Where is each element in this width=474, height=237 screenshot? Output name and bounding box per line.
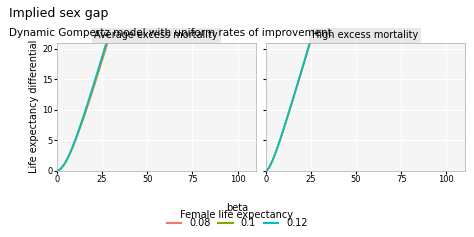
Text: Dynamic Gompertz model with uniform rates of improvement: Dynamic Gompertz model with uniform rate…: [9, 28, 332, 38]
Legend: 0.08, 0.1, 0.12: 0.08, 0.1, 0.12: [163, 200, 311, 232]
Text: Implied sex gap: Implied sex gap: [9, 7, 109, 20]
Y-axis label: Life expectancy differential: Life expectancy differential: [29, 40, 39, 173]
Title: Average excess mortality: Average excess mortality: [94, 31, 218, 41]
Text: Female life expectancy: Female life expectancy: [181, 210, 293, 220]
Title: High excess mortality: High excess mortality: [312, 31, 418, 41]
